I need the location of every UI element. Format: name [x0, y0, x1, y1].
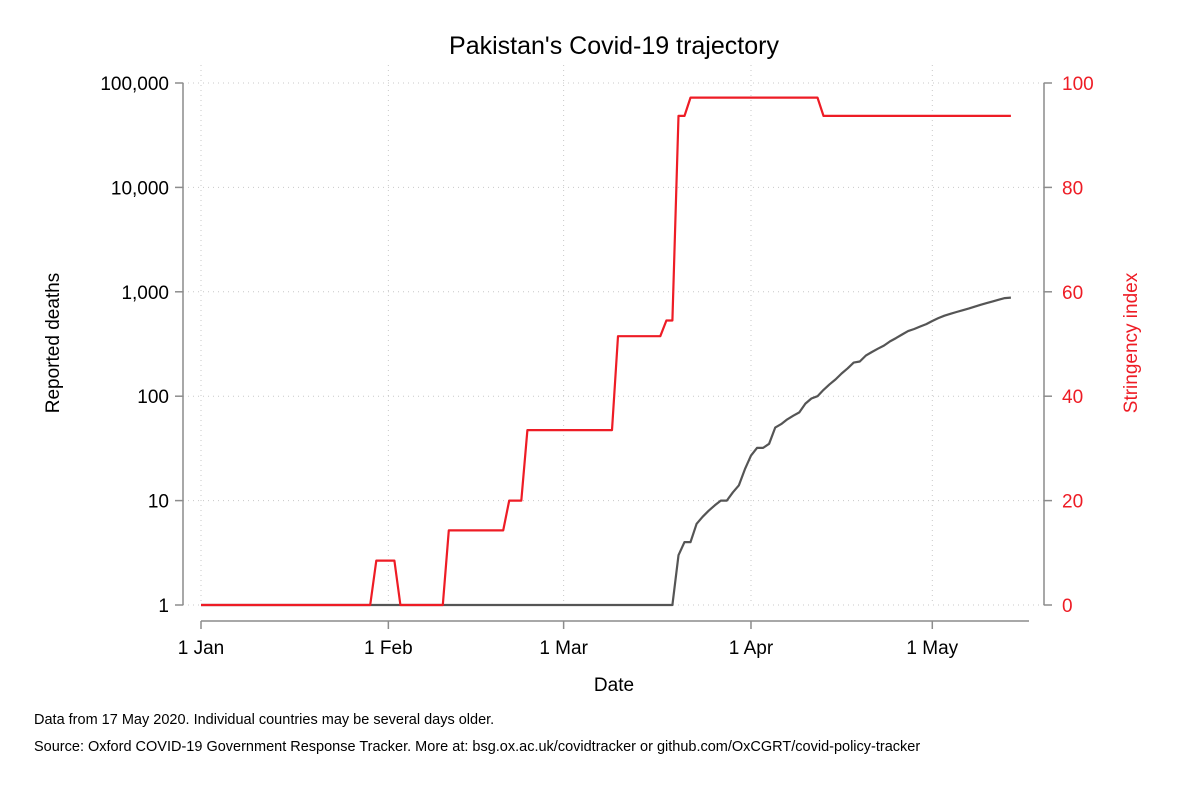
grid-lines: [183, 65, 1044, 606]
left-axis-label: Reported deaths: [43, 273, 64, 414]
left-tick-label: 1,000: [121, 283, 169, 304]
x-axis-ticks: 1 Jan 1 Feb 1 Mar 1 Apr 1 May: [178, 621, 959, 659]
left-tick-label: 10: [148, 492, 169, 513]
chart: Pakistan's Covid-19 trajectory 1 Jan 1 Fe…: [43, 32, 1142, 696]
right-tick-label: 100: [1062, 74, 1094, 95]
chart-title: Pakistan's Covid-19 trajectory: [449, 32, 779, 60]
left-tick-label: 10,000: [111, 178, 169, 199]
x-tick-label: 1 May: [906, 638, 958, 659]
x-tick-label: 1 Mar: [539, 638, 588, 659]
left-axis-ticks: 1 10 100 1,000 10,000 100,000: [100, 74, 183, 617]
footnote-data-date: Data from 17 May 2020. Individual countr…: [34, 712, 495, 728]
axes: [182, 83, 1045, 622]
right-axis-label: Stringency index: [1121, 272, 1142, 413]
left-tick-label: 1: [158, 596, 169, 617]
right-tick-label: 0: [1062, 596, 1073, 617]
right-axis-ticks: 0 20 40 60 80 100: [1044, 74, 1094, 617]
left-tick-label: 100,000: [100, 74, 169, 95]
x-axis-label: Date: [594, 675, 634, 696]
right-tick-label: 20: [1062, 492, 1083, 513]
stringency-line: [201, 96, 1011, 607]
footnote-source: Source: Oxford COVID-19 Government Respo…: [34, 739, 921, 755]
right-tick-label: 60: [1062, 283, 1083, 304]
deaths-line: [201, 296, 1011, 607]
right-tick-label: 40: [1062, 387, 1083, 408]
series-group: [201, 96, 1011, 607]
x-tick-label: 1 Feb: [364, 638, 413, 659]
x-tick-label: 1 Apr: [729, 638, 774, 659]
x-tick-label: 1 Jan: [178, 638, 224, 659]
right-tick-label: 80: [1062, 178, 1083, 199]
left-tick-label: 100: [137, 387, 169, 408]
